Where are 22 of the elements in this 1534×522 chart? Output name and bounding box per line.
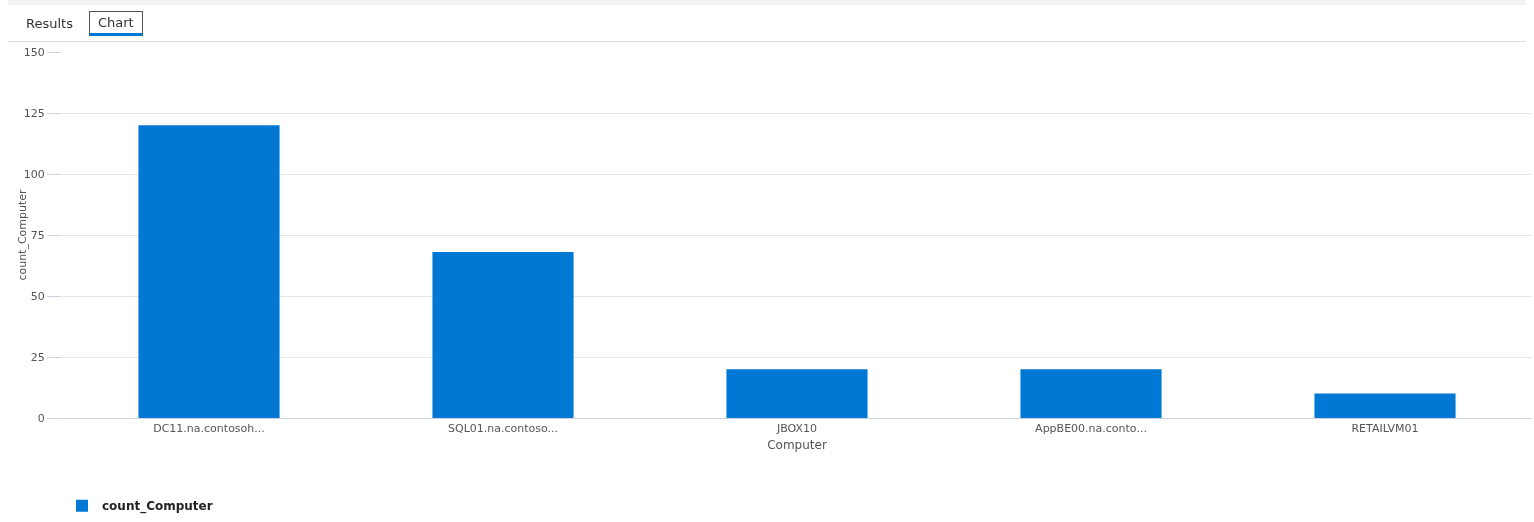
y-tick-label: 125	[23, 106, 45, 120]
bar	[726, 369, 868, 418]
x-tick-label: SQL01.na.contoso...	[447, 422, 559, 436]
bar	[138, 125, 280, 418]
y-axis-title: count_Computer	[15, 188, 29, 281]
text: Results	[25, 14, 74, 33]
bar	[432, 252, 574, 418]
y-tick-label: 0	[37, 411, 45, 425]
x-tick-label: DC11.na.contosoh...	[153, 422, 265, 436]
x-tick-label: RETAILVM01	[1351, 422, 1419, 436]
x-tick-label: JBOX10	[775, 422, 818, 436]
y-tick-label: 100	[23, 167, 45, 181]
bar	[1314, 393, 1456, 418]
y-tick-label: 75	[30, 228, 45, 242]
x-axis-title: Computer	[767, 438, 827, 453]
text: Chart	[88, 10, 143, 36]
y-tick-label: 150	[23, 45, 45, 59]
legend-label: count_Computer	[102, 499, 213, 515]
bar	[1020, 369, 1162, 418]
x-tick-label: AppBE00.na.conto...	[1035, 422, 1147, 436]
y-tick-label: 50	[30, 289, 45, 303]
y-tick-label: 25	[30, 350, 45, 364]
